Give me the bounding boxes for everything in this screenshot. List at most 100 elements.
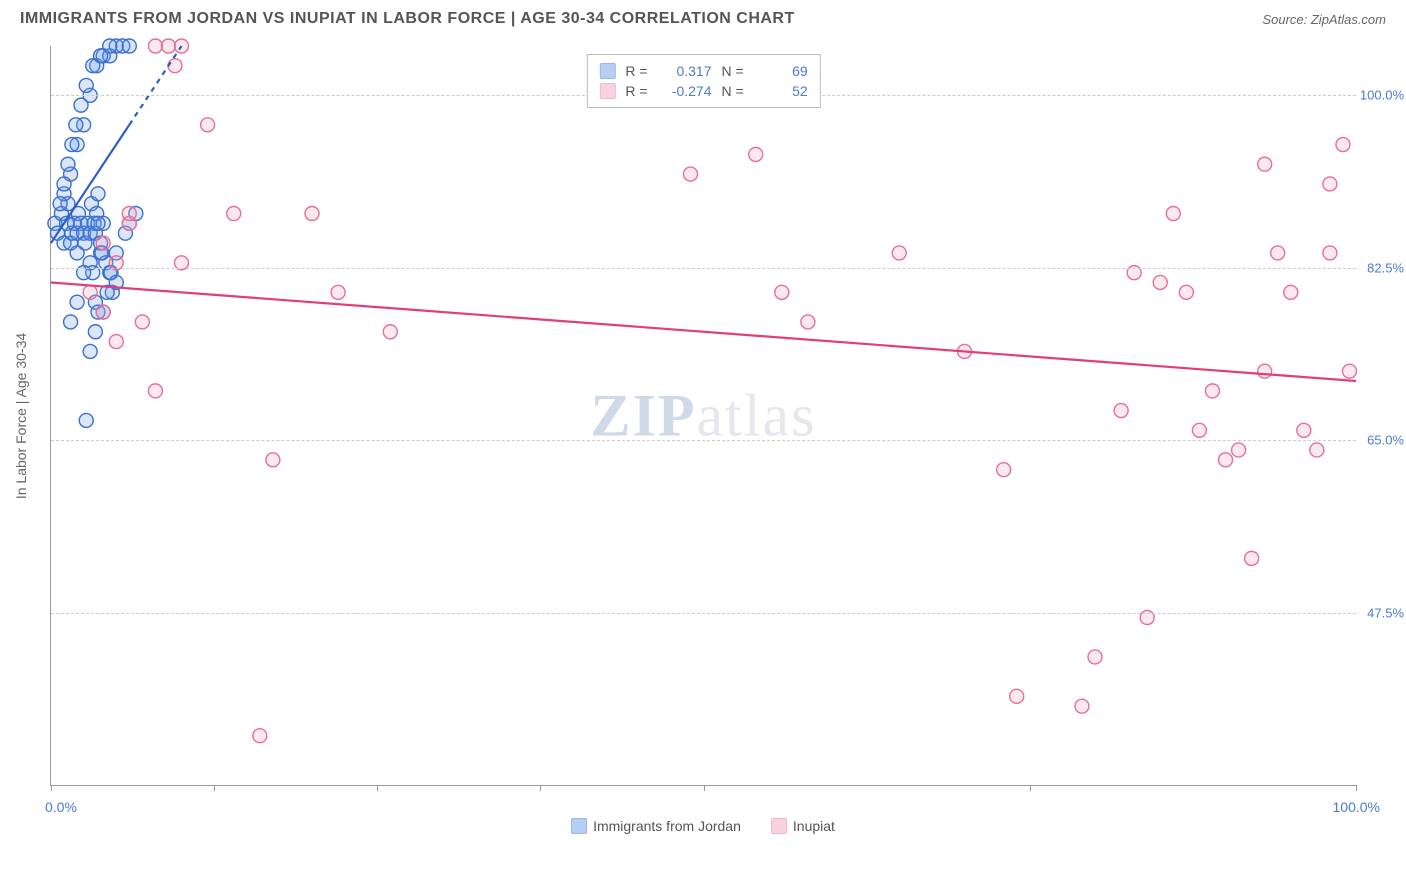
plot-svg <box>51 46 1356 785</box>
x-axis-max-label: 100.0% <box>1333 799 1380 815</box>
scatter-point <box>749 147 763 161</box>
trend-line-dashed <box>129 46 181 125</box>
scatter-point <box>253 729 267 743</box>
scatter-point <box>1114 404 1128 418</box>
scatter-point <box>997 463 1011 477</box>
scatter-point <box>1336 138 1350 152</box>
scatter-point <box>1258 157 1272 171</box>
plot-area: In Labor Force | Age 30-34 ZIPatlas R =0… <box>50 46 1356 786</box>
scatter-point <box>64 315 78 329</box>
legend-r-label: R = <box>625 63 647 79</box>
scatter-point <box>1075 699 1089 713</box>
scatter-point <box>70 246 84 260</box>
legend-stats-row: R = -0.274 N = 52 <box>599 81 807 101</box>
scatter-point <box>91 187 105 201</box>
scatter-point <box>305 207 319 221</box>
scatter-point <box>83 344 97 358</box>
chart-container: In Labor Force | Age 30-34 ZIPatlas R =0… <box>0 36 1406 856</box>
source-attribution: Source: ZipAtlas.com <box>1262 12 1386 27</box>
legend-series: Immigrants from Jordan Inupiat <box>571 818 835 834</box>
scatter-point <box>1271 246 1285 260</box>
scatter-point <box>1192 423 1206 437</box>
y-axis-title: In Labor Force | Age 30-34 <box>13 332 29 498</box>
legend-swatch <box>599 83 615 99</box>
source-prefix: Source: <box>1262 12 1310 27</box>
x-tick <box>540 785 541 791</box>
scatter-point <box>266 453 280 467</box>
legend-series-item: Inupiat <box>771 818 835 834</box>
scatter-point <box>201 118 215 132</box>
legend-r-value: -0.274 <box>658 83 712 99</box>
scatter-point <box>1166 207 1180 221</box>
scatter-point <box>1297 423 1311 437</box>
scatter-point <box>122 39 136 53</box>
scatter-point <box>1310 443 1324 457</box>
scatter-point <box>91 216 105 230</box>
x-tick <box>1356 785 1357 791</box>
y-tick-label: 65.0% <box>1367 433 1404 448</box>
gridline-h <box>51 268 1356 269</box>
x-axis-min-label: 0.0% <box>45 799 77 815</box>
scatter-point <box>227 207 241 221</box>
legend-stats-row: R = 0.317 N = 69 <box>599 61 807 81</box>
scatter-point <box>1284 285 1298 299</box>
scatter-point <box>1245 551 1259 565</box>
scatter-point <box>775 285 789 299</box>
x-tick <box>377 785 378 791</box>
scatter-point <box>65 138 79 152</box>
scatter-point <box>96 236 110 250</box>
gridline-h <box>51 440 1356 441</box>
x-tick <box>704 785 705 791</box>
y-tick-label: 100.0% <box>1360 88 1404 103</box>
scatter-point <box>683 167 697 181</box>
legend-swatch <box>571 818 587 834</box>
scatter-point <box>1232 443 1246 457</box>
scatter-point <box>148 39 162 53</box>
scatter-point <box>53 197 67 211</box>
scatter-point <box>383 325 397 339</box>
scatter-point <box>1323 246 1337 260</box>
scatter-point <box>1342 364 1356 378</box>
scatter-point <box>79 78 93 92</box>
y-tick-label: 82.5% <box>1367 260 1404 275</box>
scatter-point <box>109 335 123 349</box>
trend-line <box>51 282 1356 381</box>
legend-n-value: 52 <box>754 83 808 99</box>
scatter-point <box>148 384 162 398</box>
legend-n-label: N = <box>722 63 744 79</box>
scatter-point <box>161 39 175 53</box>
scatter-point <box>96 305 110 319</box>
scatter-point <box>168 59 182 73</box>
legend-r-value: 0.317 <box>658 63 712 79</box>
scatter-point <box>69 118 83 132</box>
scatter-point <box>122 207 136 221</box>
scatter-point <box>1258 364 1272 378</box>
scatter-point <box>70 295 84 309</box>
legend-swatch <box>599 63 615 79</box>
x-tick <box>214 785 215 791</box>
x-tick <box>1030 785 1031 791</box>
scatter-point <box>1153 275 1167 289</box>
scatter-point <box>79 413 93 427</box>
legend-stats: R = 0.317 N = 69 R = -0.274 N = 52 <box>586 54 820 108</box>
scatter-point <box>135 315 149 329</box>
scatter-point <box>83 285 97 299</box>
source-link[interactable]: ZipAtlas.com <box>1311 12 1386 27</box>
scatter-point <box>331 285 345 299</box>
scatter-point <box>74 98 88 112</box>
legend-n-label: N = <box>722 83 744 99</box>
scatter-point <box>1219 453 1233 467</box>
x-tick <box>51 785 52 791</box>
scatter-point <box>1010 689 1024 703</box>
scatter-point <box>892 246 906 260</box>
y-tick-label: 47.5% <box>1367 605 1404 620</box>
scatter-point <box>1323 177 1337 191</box>
chart-title: IMMIGRANTS FROM JORDAN VS INUPIAT IN LAB… <box>20 10 795 28</box>
legend-r-label: R = <box>625 83 647 99</box>
scatter-point <box>61 157 75 171</box>
scatter-point <box>86 59 100 73</box>
legend-series-item: Immigrants from Jordan <box>571 818 741 834</box>
scatter-point <box>88 325 102 339</box>
legend-series-label: Inupiat <box>793 818 835 834</box>
legend-n-value: 69 <box>754 63 808 79</box>
